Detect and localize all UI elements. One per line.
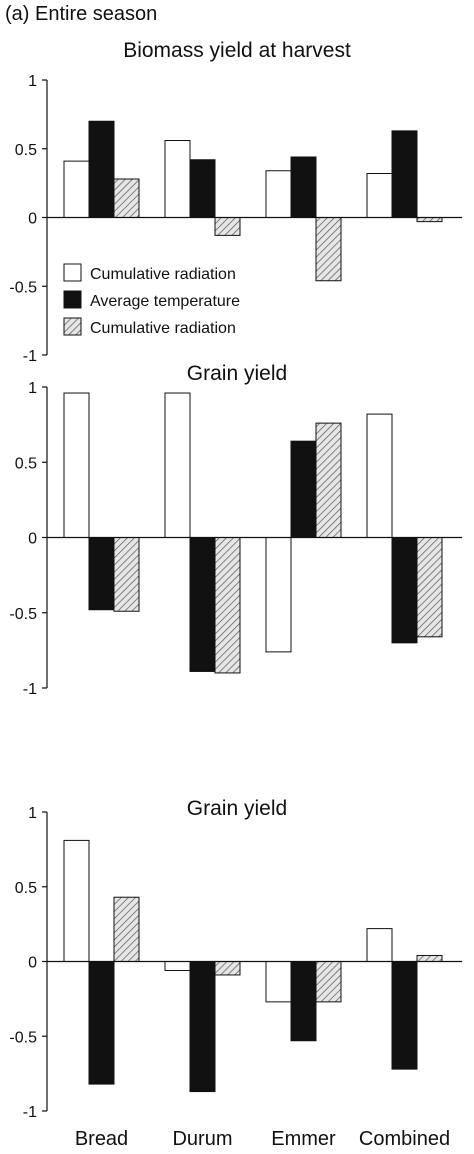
legend-label-radiation: Cumulative radiation: [90, 266, 236, 283]
bar-radiation-hatched-combined: [416, 217, 443, 223]
bar-radiation-bread: [63, 839, 90, 963]
bar-radiation-hatched-bread: [113, 896, 140, 963]
bar-radiation-emmer: [265, 537, 292, 653]
bar-radiation-hatched-emmer: [315, 217, 342, 282]
bar-radiation-durum: [164, 961, 191, 971]
y-tick-label: -0.5: [9, 1029, 37, 1046]
y-tick-label: 0.5: [15, 455, 37, 472]
chart-panel-2: Grain yield 1 0.5 0 -0.5 -1: [9, 362, 462, 698]
bar-temperature-combined: [391, 961, 418, 1070]
bar-radiation-hatched-combined: [416, 955, 443, 963]
chart-panel-1: Biomass yield at harvest 1 0.5 0 -0.5 -1: [9, 39, 462, 365]
bar-temperature-durum: [189, 537, 216, 672]
y-tick-label: -1: [23, 681, 37, 698]
bar-radiation-combined: [366, 413, 393, 538]
chart-title: Grain yield: [187, 797, 287, 820]
y-tick-label: 0: [28, 531, 37, 548]
chart-panel-3: Grain yield 1 0.5 0 -0.5 -1: [9, 797, 462, 1121]
bar-temperature-durum: [189, 159, 216, 218]
bar-temperature-bread: [88, 120, 115, 218]
bar-temperature-bread: [88, 961, 115, 1085]
x-tick-label-combined: Combined: [359, 1128, 450, 1150]
legend-swatch-radiation: [63, 263, 82, 282]
bar-temperature-bread: [88, 537, 115, 611]
chart-panels: Biomass yield at harvest10.50-0.5-1Grain…: [9, 39, 462, 1121]
y-tick-label: 1: [28, 380, 37, 397]
bar-radiation-hatched-durum: [214, 537, 241, 674]
bar-radiation-bread: [63, 160, 90, 218]
chart-title: Grain yield: [187, 362, 287, 385]
x-tick-label-bread: Bread: [75, 1128, 128, 1150]
legend-swatch-radiation-hatched: [63, 317, 82, 336]
x-tick-label-emmer: Emmer: [271, 1128, 336, 1150]
bar-radiation-hatched-emmer: [315, 961, 342, 1003]
bar-radiation-hatched-combined: [416, 537, 443, 638]
bar-temperature-durum: [189, 961, 216, 1093]
y-tick-label: -1: [23, 348, 37, 365]
legend-label-radiation-hatched: Cumulative radiation: [90, 320, 236, 337]
bar-radiation-hatched-bread: [113, 537, 140, 612]
x-axis-labels: Bread Durum Emmer Combined: [75, 1128, 450, 1150]
legend-swatch-temperature: [63, 290, 82, 309]
y-tick-label: 0: [28, 211, 37, 228]
legend: Cumulative radiation Average temperature C…: [63, 263, 240, 337]
bar-radiation-hatched-emmer: [315, 422, 342, 538]
bar-radiation-hatched-durum: [214, 961, 241, 976]
bar-radiation-hatched-bread: [113, 178, 140, 218]
bar-radiation-durum: [164, 140, 191, 218]
legend-label-temperature: Average temperature: [90, 293, 240, 310]
y-tick-label: -0.5: [9, 606, 37, 623]
bar-radiation-emmer: [265, 961, 292, 1003]
y-tick-label: 0.5: [15, 142, 37, 159]
chart-title: Biomass yield at harvest: [123, 39, 351, 62]
y-tick-label: -1: [23, 1104, 37, 1121]
bar-temperature-combined: [391, 537, 418, 644]
bar-temperature-emmer: [290, 961, 317, 1042]
bar-temperature-emmer: [290, 156, 317, 218]
y-tick-label: 1: [28, 805, 37, 822]
bar-radiation-hatched-durum: [214, 217, 241, 236]
bar-radiation-bread: [63, 392, 90, 538]
bar-radiation-combined: [366, 173, 393, 218]
bar-radiation-combined: [366, 928, 393, 962]
bar-radiation-durum: [164, 392, 191, 538]
y-tick-label: 0.5: [15, 880, 37, 897]
figure-heading: (a) Entire season: [5, 3, 158, 25]
bar-temperature-combined: [391, 130, 418, 218]
bar-temperature-emmer: [290, 440, 317, 538]
y-tick-label: 1: [28, 73, 37, 90]
y-tick-label: -0.5: [9, 279, 37, 296]
x-tick-label-durum: Durum: [172, 1128, 232, 1150]
bar-radiation-emmer: [265, 170, 292, 218]
y-tick-label: 0: [28, 955, 37, 972]
